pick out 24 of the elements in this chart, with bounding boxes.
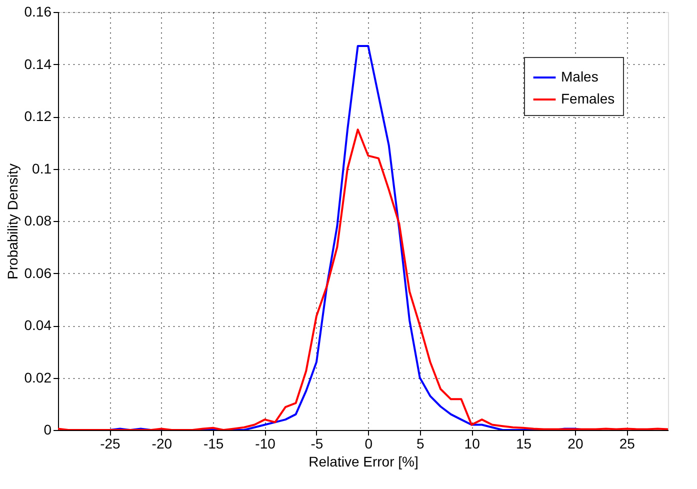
x-tick-label: 20 (568, 436, 584, 452)
y-tick-label: 0.04 (24, 317, 52, 333)
x-tick-label: -5 (310, 436, 324, 452)
x-tick-label: -25 (100, 436, 121, 452)
y-tick-label: 0.12 (24, 108, 52, 124)
y-tick-label: 0 (44, 422, 52, 438)
legend-label: Males (561, 68, 598, 84)
y-tick-label: 0.1 (32, 160, 52, 176)
x-tick-label: -15 (203, 436, 224, 452)
y-tick-label: 0.02 (24, 369, 52, 386)
y-axis-title: Probability Density (4, 164, 20, 280)
y-tick-label: 0.16 (24, 4, 52, 20)
x-tick-label: 25 (619, 436, 636, 452)
x-tick-label: -10 (255, 436, 276, 452)
y-tick-label: 0.08 (24, 212, 52, 228)
x-axis-title: Relative Error [%] (308, 454, 418, 470)
x-tick-label: 10 (464, 436, 480, 452)
x-tick-label: 0 (364, 436, 373, 452)
y-tick-label: 0.14 (24, 56, 52, 72)
x-tick-label: 15 (516, 436, 532, 452)
x-tick-label: 5 (416, 436, 424, 452)
legend-label: Females (561, 90, 615, 106)
x-tick-label: -20 (152, 436, 172, 452)
y-tick-label: 0.06 (24, 264, 52, 281)
